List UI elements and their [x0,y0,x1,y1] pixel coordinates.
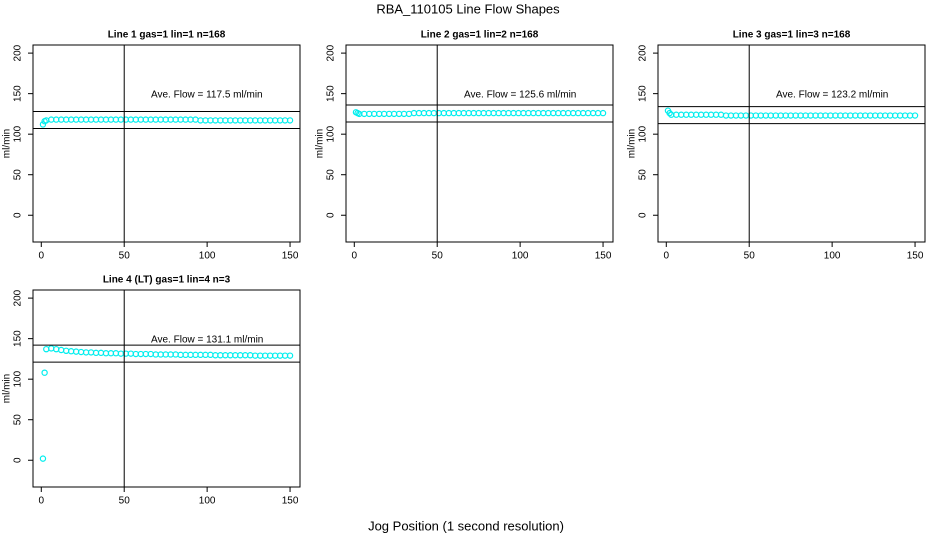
y-axis-label: ml/min [2,374,13,403]
x-tick-label: 0 [39,251,45,262]
plot-frame [657,44,926,243]
x-tick-label: 100 [199,496,216,507]
x-tick-label: 0 [352,251,358,262]
data-point [39,121,47,128]
y-tick-label: 200 [638,44,649,61]
x-tick-label: 0 [39,496,45,507]
y-axis-label: ml/min [627,129,638,158]
panel-title: Line 3 gas=1 lin=3 n=168 [733,30,851,41]
data-point [57,346,65,354]
x-tick-label: 100 [199,251,216,262]
panel-title: Line 2 gas=1 lin=2 n=168 [421,30,539,41]
y-tick-label: 150 [638,85,649,102]
x-tick-label: 150 [595,251,612,262]
data-point [43,345,50,353]
x-tick-label: 150 [282,496,299,507]
annotation: Ave. Flow = 123.2 ml/min [776,90,888,101]
x-tick-label: 50 [119,496,131,507]
data-point [53,345,60,353]
data-point [666,109,673,117]
y-tick-label: 200 [13,289,24,306]
data-point [911,112,919,119]
y-tick-label: 0 [13,457,24,463]
x-axis-label: Jog Position (1 second resolution) [368,518,564,533]
x-tick-label: 100 [512,251,529,262]
x-tick-label: 50 [119,251,131,262]
panel: Line 1 gas=1 lin=1 n=168 ml/min 0 50 100 150 2… [2,30,301,262]
y-tick-label: 100 [638,125,649,142]
y-axis-label: ml/min [2,129,13,158]
annotation: Ave. Flow = 125.6 ml/min [464,90,576,101]
y-tick-label: 150 [13,85,24,102]
y-tick-label: 0 [326,212,337,218]
y-tick-label: 200 [326,44,337,61]
y-tick-label: 150 [13,330,24,347]
plot-frame [345,44,614,243]
figure-title: RBA_110105 Line Flow Shapes [376,1,560,16]
plot-frame [32,289,301,488]
y-tick-label: 50 [326,169,337,181]
y-tick-label: 200 [13,44,24,61]
y-tick-label: 0 [638,212,649,218]
x-tick-label: 0 [664,251,670,262]
x-tick-label: 50 [432,251,444,262]
panel: Line 2 gas=1 lin=2 n=168 ml/min 0 50 100 150 2… [315,30,614,262]
data-point [39,455,47,462]
plot-frame [32,44,301,243]
y-tick-label: 100 [13,125,24,142]
data-point [48,345,55,352]
x-tick-label: 100 [824,251,841,262]
y-tick-label: 150 [326,85,337,102]
panel-title: Line 4 (LT) gas=1 lin=4 n=3 [103,275,231,286]
y-tick-label: 50 [638,169,649,181]
x-tick-label: 50 [744,251,756,262]
panel: Line 4 (LT) gas=1 lin=4 n=3 ml/min 0 50 100 1… [2,275,301,507]
y-axis-label: ml/min [315,129,326,158]
y-tick-label: 100 [326,125,337,142]
y-tick-label: 50 [13,414,24,426]
y-tick-label: 50 [13,169,24,181]
data-point [286,352,294,359]
panel: Line 3 gas=1 lin=3 n=168 ml/min 0 50 100 150 2… [627,30,926,262]
panel-title: Line 1 gas=1 lin=1 n=168 [108,30,226,41]
data-point [599,109,607,117]
x-tick-label: 150 [907,251,924,262]
y-tick-label: 100 [13,370,24,387]
x-tick-label: 150 [282,251,299,262]
annotation: Ave. Flow = 117.5 ml/min [151,90,263,101]
data-point [41,369,48,376]
annotation: Ave. Flow = 131.1 ml/min [151,335,263,346]
y-tick-label: 0 [13,212,24,218]
data-point [286,117,294,124]
